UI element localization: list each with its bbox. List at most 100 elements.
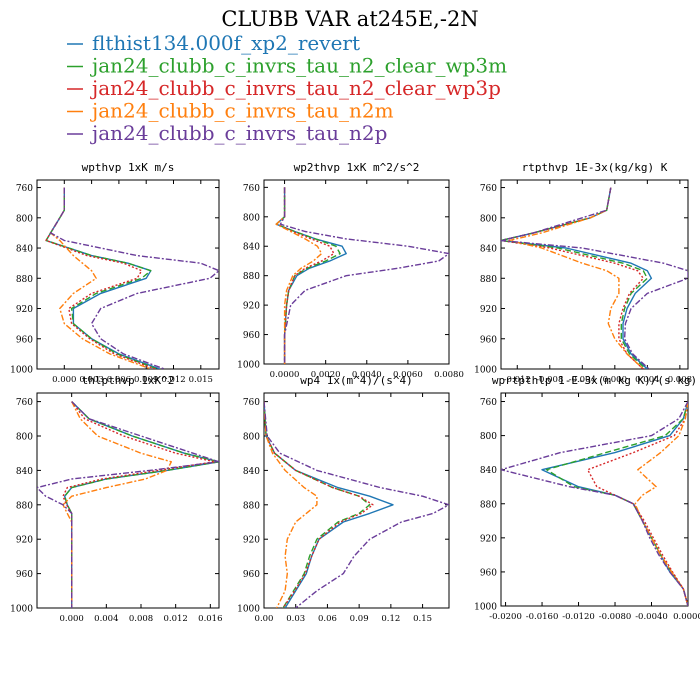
x-tick-label: 0.0080 bbox=[434, 370, 464, 380]
y-tick-label: 1000 bbox=[237, 361, 260, 371]
y-tick-label: 960 bbox=[16, 335, 33, 345]
series-line bbox=[264, 401, 371, 608]
series-line bbox=[49, 187, 152, 369]
y-tick-label: 840 bbox=[480, 245, 497, 255]
series-line bbox=[545, 401, 688, 606]
x-tick-label: -0.0120 bbox=[562, 612, 595, 622]
series-line bbox=[501, 187, 648, 369]
y-tick-label: 880 bbox=[480, 275, 497, 285]
series-line bbox=[501, 187, 653, 369]
series-line bbox=[501, 187, 688, 369]
y-tick-label: 920 bbox=[480, 534, 497, 544]
y-tick-label: 1000 bbox=[474, 603, 497, 613]
series-line bbox=[275, 187, 341, 364]
x-tick-label: 0.016 bbox=[198, 614, 222, 624]
series-line bbox=[45, 187, 161, 369]
y-tick-label: 760 bbox=[16, 184, 33, 194]
x-tick-label: 0.03 bbox=[286, 614, 305, 624]
panel-title: wpthvp 1xK m/s bbox=[82, 161, 175, 174]
x-tick-label: 0.06 bbox=[318, 614, 337, 624]
x-tick-label: 0.0020 bbox=[311, 370, 341, 380]
y-tick-label: 920 bbox=[480, 305, 497, 315]
x-tick-label: 0.006 bbox=[107, 375, 131, 385]
y-tick-label: 760 bbox=[480, 398, 497, 408]
x-tick-label: 0.003 bbox=[79, 375, 103, 385]
x-tick-label: 0.004 bbox=[94, 614, 118, 624]
y-tick-label: 1000 bbox=[10, 366, 33, 376]
x-tick-label: -0.008 bbox=[536, 375, 563, 385]
x-tick-label: 0.000 bbox=[603, 375, 627, 385]
series-line bbox=[37, 401, 219, 608]
x-tick-label: 0.000 bbox=[52, 375, 76, 385]
x-tick-label: 0.0000 bbox=[673, 612, 700, 622]
chart-panel: wprtpthlp 1-E-3x(m kg K)/(s kg) 760 800 840… bbox=[474, 374, 700, 622]
series-line bbox=[63, 401, 219, 608]
legend: flthist134.000f_xp2_revertjan24_clubb_c_… bbox=[67, 31, 507, 145]
plot-frame bbox=[500, 392, 689, 607]
panel-title: thlpthvp 1xK^2 bbox=[82, 374, 175, 387]
y-tick-label: 960 bbox=[243, 331, 260, 341]
x-tick-label: -0.0160 bbox=[526, 612, 559, 622]
series-line bbox=[264, 401, 394, 608]
chart-panel: wp2thvp 1xK m^2/s^2 760 800 840 880 920 960 100… bbox=[237, 161, 464, 380]
y-tick-label: 840 bbox=[243, 467, 260, 477]
y-tick-label: 760 bbox=[243, 398, 260, 408]
series-line bbox=[264, 401, 449, 608]
x-tick-label: 0.0040 bbox=[352, 370, 382, 380]
y-tick-label: 760 bbox=[480, 184, 497, 194]
series-line bbox=[501, 401, 688, 606]
y-tick-label: 1000 bbox=[10, 605, 33, 615]
plot-frame bbox=[263, 179, 450, 365]
series-line bbox=[63, 401, 219, 608]
x-tick-label: 0.09 bbox=[350, 614, 369, 624]
x-tick-label: 0.009 bbox=[134, 375, 158, 385]
panel-title: wprtpthlp 1-E-3x(m kg K)/(s kg) bbox=[492, 374, 697, 387]
y-tick-label: 920 bbox=[243, 302, 260, 312]
legend-entry: jan24_clubb_c_invrs_tau_n2p bbox=[90, 121, 387, 145]
x-tick-label: -0.0040 bbox=[635, 612, 668, 622]
x-tick-label: 0.0000 bbox=[270, 370, 300, 380]
x-tick-label: 0.000 bbox=[59, 614, 83, 624]
y-tick-label: 880 bbox=[480, 500, 497, 510]
y-tick-label: 800 bbox=[16, 433, 33, 443]
y-tick-label: 960 bbox=[480, 568, 497, 578]
y-tick-label: 800 bbox=[480, 432, 497, 442]
series-line bbox=[275, 187, 335, 364]
x-tick-label: 0.012 bbox=[161, 375, 185, 385]
y-tick-label: 840 bbox=[16, 245, 33, 255]
x-tick-label: 0.012 bbox=[163, 614, 187, 624]
y-tick-label: 840 bbox=[480, 466, 497, 476]
series-line bbox=[279, 187, 449, 364]
y-tick-label: 880 bbox=[16, 275, 33, 285]
plot-frame bbox=[263, 392, 450, 609]
panel-title: wp4 1x(m^4)/(s^4) bbox=[300, 374, 413, 387]
chart-panel: wpthvp 1xK m/s 760 800 840 880 920 960 1000 0.00… bbox=[10, 161, 220, 385]
x-tick-label: 0.015 bbox=[189, 375, 213, 385]
y-tick-label: 920 bbox=[16, 536, 33, 546]
legend-entry: flthist134.000f_xp2_revert bbox=[92, 31, 360, 55]
y-tick-label: 800 bbox=[16, 214, 33, 224]
x-tick-label: 0.008 bbox=[668, 375, 692, 385]
x-tick-label: 0.0060 bbox=[393, 370, 423, 380]
series-line bbox=[275, 187, 323, 364]
y-tick-label: 1000 bbox=[237, 605, 260, 615]
y-tick-label: 800 bbox=[243, 433, 260, 443]
series-line bbox=[62, 401, 216, 608]
x-tick-label: 0.004 bbox=[635, 375, 659, 385]
series-line bbox=[541, 401, 688, 606]
legend-entry: jan24_clubb_c_invrs_tau_n2_clear_wp3m bbox=[90, 54, 507, 78]
chart-panel: rtpthvp 1E-3x(kg/kg) K 760 800 840 880 920 960… bbox=[474, 161, 692, 385]
x-tick-label: -0.0080 bbox=[599, 612, 632, 622]
series-line bbox=[49, 187, 219, 369]
series-line bbox=[501, 187, 644, 369]
series-line bbox=[634, 401, 688, 606]
y-tick-label: 760 bbox=[16, 398, 33, 408]
y-tick-label: 920 bbox=[16, 305, 33, 315]
series-line bbox=[45, 187, 156, 369]
y-tick-label: 1000 bbox=[474, 366, 497, 376]
x-tick-label: 0.12 bbox=[381, 614, 400, 624]
x-tick-label: -0.004 bbox=[569, 375, 596, 385]
chart-panel: wp4 1x(m^4)/(s^4)76080084088092096010000… bbox=[237, 374, 450, 624]
y-tick-label: 840 bbox=[243, 243, 260, 253]
